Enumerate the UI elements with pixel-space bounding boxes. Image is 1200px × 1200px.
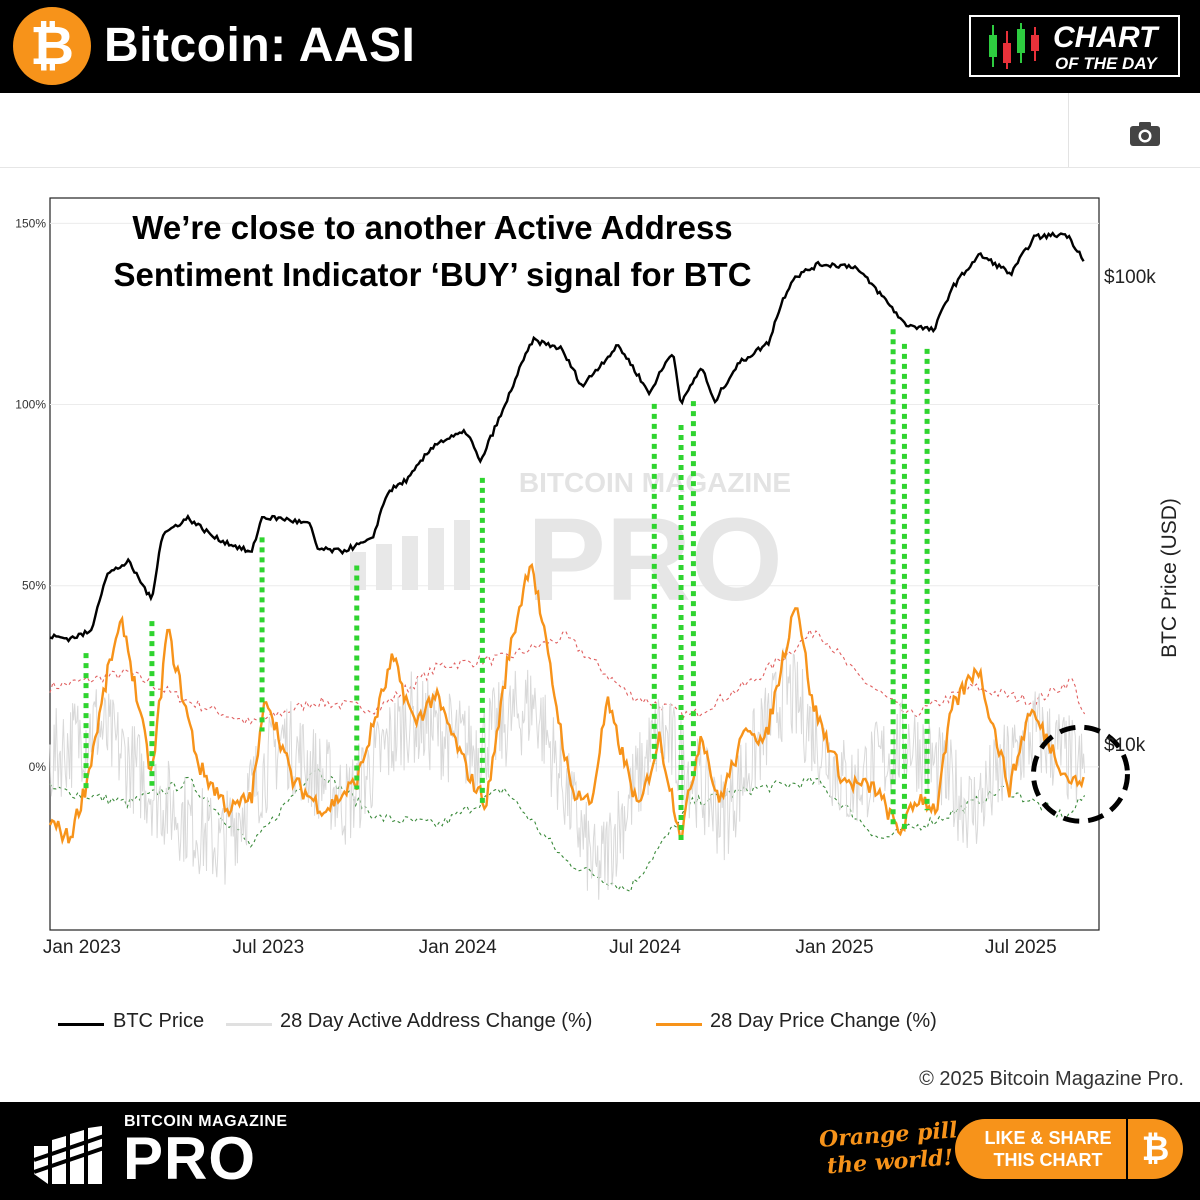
slogan: Orange pill the world! <box>818 1117 960 1181</box>
y-right-tick-label: $10k <box>1104 735 1146 756</box>
price-change-line <box>48 562 1085 845</box>
x-tick-label: Jul 2023 <box>232 937 304 958</box>
band-lines <box>49 628 1086 893</box>
highlight-circle <box>1030 724 1130 824</box>
y-left-tick-label: 150% <box>15 216 46 230</box>
brand-pro: PRO <box>123 1125 257 1192</box>
watermark-bar <box>454 520 470 590</box>
legend-swatch <box>226 1023 272 1026</box>
active-address-change-line <box>49 647 1086 900</box>
y-left-tick-label: 100% <box>15 398 46 412</box>
headline-line1: We’re close to another Active Address <box>132 209 733 246</box>
page-title: Bitcoin: AASI <box>104 19 416 72</box>
x-tick-label: Jan 2023 <box>43 937 121 958</box>
chart-headline: We’re close to another Active Address Se… <box>60 204 805 298</box>
camera-icon[interactable] <box>1128 120 1162 148</box>
share-line2: THIS CHART <box>993 1150 1103 1170</box>
headline-line2: Sentiment Indicator ‘BUY’ signal for BTC <box>113 256 752 293</box>
upper-band-line <box>49 628 1086 726</box>
chart-grid <box>49 197 1100 931</box>
x-tick-label: Jul 2025 <box>985 937 1057 958</box>
buy-signal-markers <box>83 329 1130 844</box>
legend-label: 28 Day Active Address Change (%) <box>280 1010 593 1032</box>
y-left-tick-label: 50% <box>22 579 46 593</box>
share-divider <box>1126 1119 1128 1179</box>
header-bar: ₿ Bitcoin: AASI CHART OF THE DAY <box>0 0 1200 93</box>
x-tick-label: Jul 2024 <box>609 937 681 958</box>
share-line1: LIKE & SHARE <box>984 1128 1112 1148</box>
watermark-bar <box>350 552 366 590</box>
candlestick-icon <box>989 23 1039 69</box>
footer-bar: BITCOIN MAGAZINE PRO Orange pill the wor… <box>0 1102 1200 1200</box>
watermark-line1: BITCOIN MAGAZINE <box>519 467 791 498</box>
legend-swatch <box>58 1023 104 1026</box>
bitcoin-icon: ₿ <box>1141 1129 1170 1169</box>
x-tick-label: Jan 2024 <box>419 937 498 958</box>
watermark-bar <box>402 536 418 590</box>
like-share-button[interactable]: LIKE & SHARE THIS CHART ₿ <box>955 1119 1183 1179</box>
share-label: LIKE & SHARE THIS CHART <box>973 1127 1123 1171</box>
badge-line2: OF THE DAY <box>1055 54 1157 73</box>
plot-frame <box>49 197 1100 931</box>
chart-of-the-day-badge: CHART OF THE DAY <box>969 15 1180 77</box>
series-layer <box>48 231 1086 900</box>
legend-label: 28 Day Price Change (%) <box>710 1010 937 1032</box>
y-right-tick-label: $100k <box>1104 267 1156 288</box>
y-left-tick-label: 0% <box>29 760 47 774</box>
x-tick-label: Jan 2025 <box>795 937 873 958</box>
brand-top: BITCOIN MAGAZINE <box>124 1113 288 1130</box>
legend-swatch <box>656 1023 702 1026</box>
watermark-bar <box>376 544 392 590</box>
toolbar-divider <box>1068 93 1069 167</box>
legend-label: BTC Price <box>113 1010 205 1032</box>
copyright-text: © 2025 Bitcoin Magazine Pro. <box>919 1068 1184 1090</box>
y-right-axis-title: BTC Price (USD) <box>1158 498 1181 658</box>
chart-toolbar <box>0 93 1200 168</box>
watermark-bar <box>428 528 444 590</box>
bitcoin-logo-icon: ₿ <box>13 7 91 85</box>
btc-price-line <box>49 231 1085 643</box>
chart-axes: 150% 100% 50% 0% Jan 2023 Jul 2023 Jan 2024 Jul… <box>15 216 1181 958</box>
badge-line1: CHART <box>1053 21 1158 54</box>
bm-pro-logo-icon <box>34 1126 105 1184</box>
lower-band-line <box>49 767 1086 893</box>
